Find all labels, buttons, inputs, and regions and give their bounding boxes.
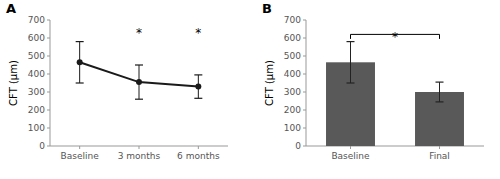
point <box>195 84 201 90</box>
error-cap <box>76 82 84 83</box>
y-tick <box>47 74 50 75</box>
error-cap <box>347 82 355 83</box>
y-tick <box>47 110 50 111</box>
error-cap <box>135 99 143 100</box>
y-tick <box>47 92 50 93</box>
y-axis-line <box>50 20 51 146</box>
error-cap <box>347 41 355 42</box>
y-tick-label: 400 <box>28 69 45 79</box>
x-tick-label: 6 months <box>177 151 220 161</box>
y-tick-label: 100 <box>284 123 301 133</box>
y-tick <box>47 20 50 21</box>
y-tick-label: 400 <box>284 69 301 79</box>
y-tick <box>303 74 306 75</box>
error-cap <box>194 98 202 99</box>
x-tick-label: 3 months <box>118 151 161 161</box>
y-axis-label: CFT (μm) <box>8 60 19 106</box>
x-tick-label: Final <box>429 151 450 161</box>
y-tick-label: 600 <box>284 33 301 43</box>
x-tick-label: Baseline <box>331 151 370 161</box>
error-bar <box>76 42 84 83</box>
y-tick-label: 0 <box>295 141 301 151</box>
y-tick <box>47 56 50 57</box>
y-tick-label: 500 <box>284 51 301 61</box>
y-tick-label: 700 <box>28 15 45 25</box>
x-tick <box>198 146 199 149</box>
y-tick <box>303 146 306 147</box>
x-tick <box>439 146 440 149</box>
y-tick-label: 500 <box>28 51 45 61</box>
error-cap <box>436 81 444 82</box>
error-cap <box>135 64 143 65</box>
x-tick-label: Baseline <box>61 151 100 161</box>
error-bar <box>194 75 202 98</box>
y-tick-label: 600 <box>28 33 45 43</box>
y-axis-line <box>306 20 307 146</box>
significance-label: * <box>392 30 398 44</box>
panel: 0 100 200 300 400 500 600 700 Baseline Final CFT (… <box>262 1 484 161</box>
y-tick-label: 300 <box>28 87 45 97</box>
plot-area <box>326 42 464 146</box>
error-stem <box>350 42 351 83</box>
panel: 0 100 200 300 400 500 600 700 Baseline 3 months 6 … <box>6 1 228 161</box>
x-tick <box>350 146 351 149</box>
error-cap <box>76 41 84 42</box>
y-tick <box>47 128 50 129</box>
y-tick <box>303 56 306 57</box>
point <box>136 79 142 85</box>
y-tick-label: 200 <box>28 105 45 115</box>
error-cap <box>436 101 444 102</box>
y-tick <box>303 38 306 39</box>
y-tick-label: 200 <box>284 105 301 115</box>
y-tick <box>303 128 306 129</box>
y-tick-label: 100 <box>28 123 45 133</box>
x-tick <box>79 146 80 149</box>
y-tick-label: 0 <box>39 141 45 151</box>
point <box>77 59 83 65</box>
x-tick <box>139 146 140 149</box>
y-tick <box>47 146 50 147</box>
y-tick-label: 300 <box>284 87 301 97</box>
annotation: * <box>136 26 142 40</box>
error-bar <box>347 42 355 83</box>
y-tick-label: 700 <box>284 15 301 25</box>
figure: 0 100 200 300 400 500 600 700 Baseline 3 months 6 … <box>0 0 500 179</box>
error-bar <box>436 82 444 102</box>
annotation: * <box>195 26 201 40</box>
plot-area <box>76 42 203 100</box>
y-tick <box>47 38 50 39</box>
panel-label: B <box>262 1 272 16</box>
error-stem <box>439 82 440 102</box>
y-tick <box>303 20 306 21</box>
error-cap <box>194 74 202 75</box>
panel-label: A <box>6 1 16 16</box>
y-axis-label: CFT (μm) <box>264 60 275 106</box>
error-bar <box>135 65 143 99</box>
y-tick <box>303 110 306 111</box>
y-tick <box>303 92 306 93</box>
